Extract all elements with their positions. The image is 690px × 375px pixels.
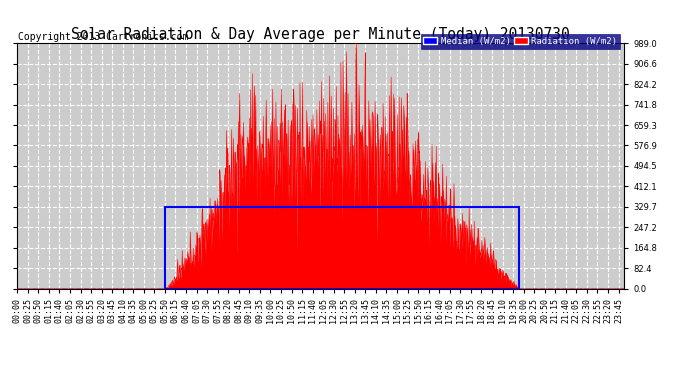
Bar (165, 207, 520, 289)
Title: Solar Radiation & Day Average per Minute (Today) 20130730: Solar Radiation & Day Average per Minute… (72, 27, 570, 42)
Text: Copyright 2013 Cartronics.com: Copyright 2013 Cartronics.com (18, 32, 188, 42)
Legend: Median (W/m2), Radiation (W/m2): Median (W/m2), Radiation (W/m2) (421, 34, 620, 48)
